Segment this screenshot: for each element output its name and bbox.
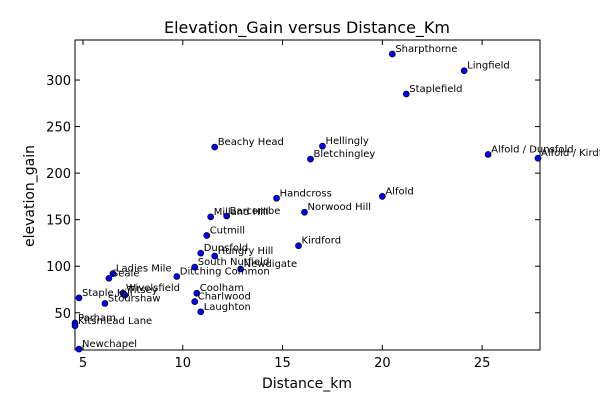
data-point	[460, 67, 468, 75]
point-label: Charlwood	[198, 292, 251, 303]
point-label: Newchapel	[82, 339, 137, 350]
x-axis-label: Distance_km	[262, 376, 352, 392]
point-label: Laughton	[204, 302, 251, 313]
point-label: Sharpthorne	[395, 44, 457, 55]
data-point	[402, 90, 410, 98]
x-tick-label: 20	[374, 356, 391, 371]
point-label: Alfold / Kirdford	[541, 148, 600, 159]
data-point	[75, 294, 83, 302]
point-label: Bletchingley	[313, 149, 375, 160]
data-point	[484, 151, 492, 158]
y-tick-label: 150	[46, 214, 71, 229]
data-point	[121, 291, 129, 299]
point-label: Handcross	[280, 188, 332, 199]
data-points	[71, 50, 542, 353]
point-label: Dunsfold	[204, 243, 248, 254]
data-point	[191, 263, 199, 271]
data-point	[193, 289, 201, 297]
data-point	[109, 270, 117, 278]
data-point	[197, 308, 205, 316]
data-point	[211, 143, 219, 151]
data-point	[273, 194, 280, 202]
point-label: Milland Hill	[214, 207, 269, 218]
y-tick-label: 100	[46, 260, 71, 275]
data-point	[207, 213, 215, 221]
point-label: Coolham	[200, 283, 244, 294]
point-label: Parham	[78, 313, 116, 324]
data-point	[105, 274, 113, 282]
data-point	[295, 242, 302, 250]
y-axis-label: elevation_gain	[22, 145, 38, 247]
point-label: Beachy Head	[218, 137, 284, 148]
x-tick-label: 10	[174, 356, 191, 371]
data-point	[101, 300, 109, 307]
data-point	[378, 193, 386, 200]
plot-area	[74, 39, 541, 351]
point-label: Newdigate	[244, 259, 298, 270]
point-label: Staple Hill	[82, 288, 133, 299]
point-label: South Nutfield	[198, 257, 270, 268]
point-label: Kitsmead Lane	[78, 316, 152, 327]
y-tick-label: 250	[46, 121, 71, 136]
point-label: Wivelsfield	[126, 283, 180, 294]
point-label: Barcombe	[230, 206, 281, 217]
point-label: Staplefield	[409, 84, 462, 95]
point-label: Cutmill	[210, 225, 245, 236]
point-label: Titsey	[127, 285, 158, 296]
point-label: Seale	[112, 268, 140, 279]
data-point	[237, 265, 244, 273]
x-tick-label: 5	[79, 356, 87, 371]
point-label: Hungry Hill	[218, 246, 274, 257]
data-point	[307, 155, 314, 163]
data-point	[211, 252, 219, 260]
data-point	[75, 345, 83, 353]
data-point	[223, 212, 231, 220]
x-tick-label: 15	[274, 356, 291, 371]
data-point	[71, 322, 79, 330]
point-label: Kirdford	[302, 236, 342, 247]
y-tick-label: 200	[46, 167, 71, 182]
point-label: Alfold / Dunsfold	[491, 145, 573, 156]
chart-title: Elevation_Gain versus Distance_Km	[164, 18, 450, 38]
data-point	[173, 273, 181, 280]
point-label: Alfold	[385, 186, 413, 197]
data-point	[301, 208, 308, 216]
y-tick-label: 50	[54, 307, 71, 322]
data-point	[534, 154, 542, 162]
data-point	[203, 232, 211, 239]
data-point	[197, 249, 205, 257]
point-labels: Sharpthorne Lingfield Staplefield Hellingly…	[78, 44, 600, 350]
data-point	[191, 298, 199, 305]
point-label: Stourshaw	[108, 293, 161, 304]
y-axis: 50 100 150 200 250 300	[46, 74, 540, 322]
x-tick-label: 25	[474, 356, 491, 371]
point-label: Ladies Mile	[116, 264, 172, 275]
point-label: Norwood Hill	[308, 202, 372, 213]
y-tick-label: 300	[46, 74, 71, 89]
data-point	[319, 142, 326, 150]
point-label: Lingfield	[467, 61, 510, 72]
x-axis: 5 10 15 20 25	[79, 40, 491, 371]
point-label: Ditching Common	[180, 266, 270, 277]
data-point	[388, 50, 396, 58]
point-label: Hellingly	[325, 136, 368, 147]
